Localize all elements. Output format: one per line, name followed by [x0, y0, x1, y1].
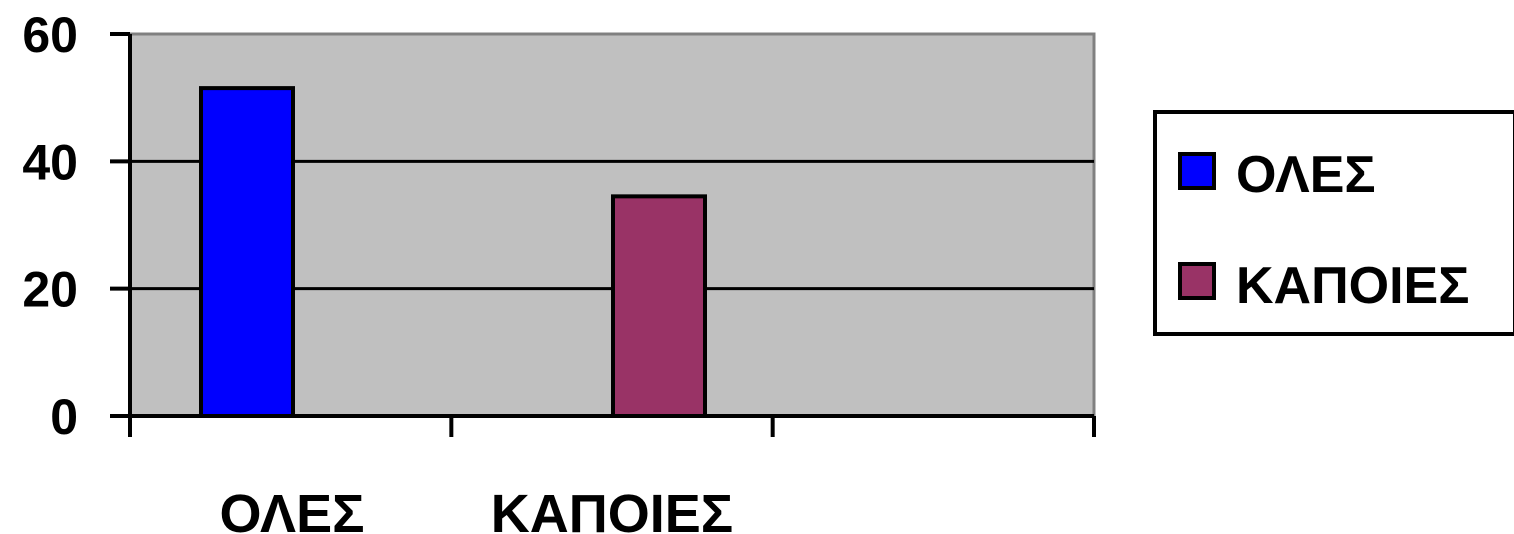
x-tick-label-oles: ΟΛΕΣ [220, 484, 365, 534]
bar-oles [199, 86, 295, 418]
bar-kapoies [611, 194, 707, 418]
y-axis-ticks: 0 20 40 60 [22, 7, 130, 445]
y-tick-label-0: 0 [50, 389, 78, 445]
y-tick-label-3: 60 [22, 7, 78, 63]
bars [199, 86, 707, 418]
legend-swatch-oles [1178, 152, 1216, 190]
legend-swatch-kapoies [1178, 262, 1216, 300]
y-tick-label-2: 40 [22, 134, 78, 190]
legend: ΟΛΕΣ ΚΑΠΟΙΕΣ [1153, 110, 1514, 336]
y-tick-label-1: 20 [22, 262, 78, 318]
legend-label-kapoies: ΚΑΠΟΙΕΣ [1236, 257, 1469, 315]
x-tick-label-kapoies: ΚΑΠΟΙΕΣ [491, 484, 733, 534]
legend-label-oles: ΟΛΕΣ [1236, 146, 1376, 204]
x-axis-ticks [128, 416, 1096, 437]
